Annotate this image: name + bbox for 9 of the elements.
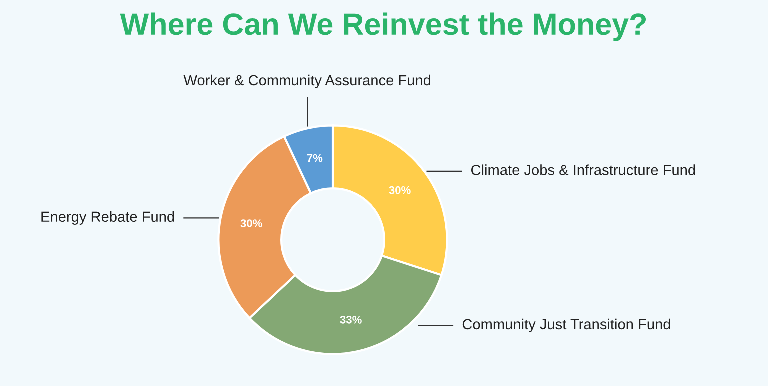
slice-label: Community Just Transition Fund (462, 318, 670, 333)
slice-label: Climate Jobs & Infrastructure Fund (471, 164, 696, 176)
data-label: 30% (389, 186, 411, 194)
data-label: 30% (240, 220, 262, 228)
chart-title: Where Can We Reinvest the Money? (120, 12, 646, 42)
data-label: 33% (340, 316, 362, 324)
slice-label: Energy Rebate Fund (42, 211, 174, 225)
data-label: 7% (307, 154, 323, 162)
slice-label: Worker & Community Assurance Fund (184, 74, 431, 89)
